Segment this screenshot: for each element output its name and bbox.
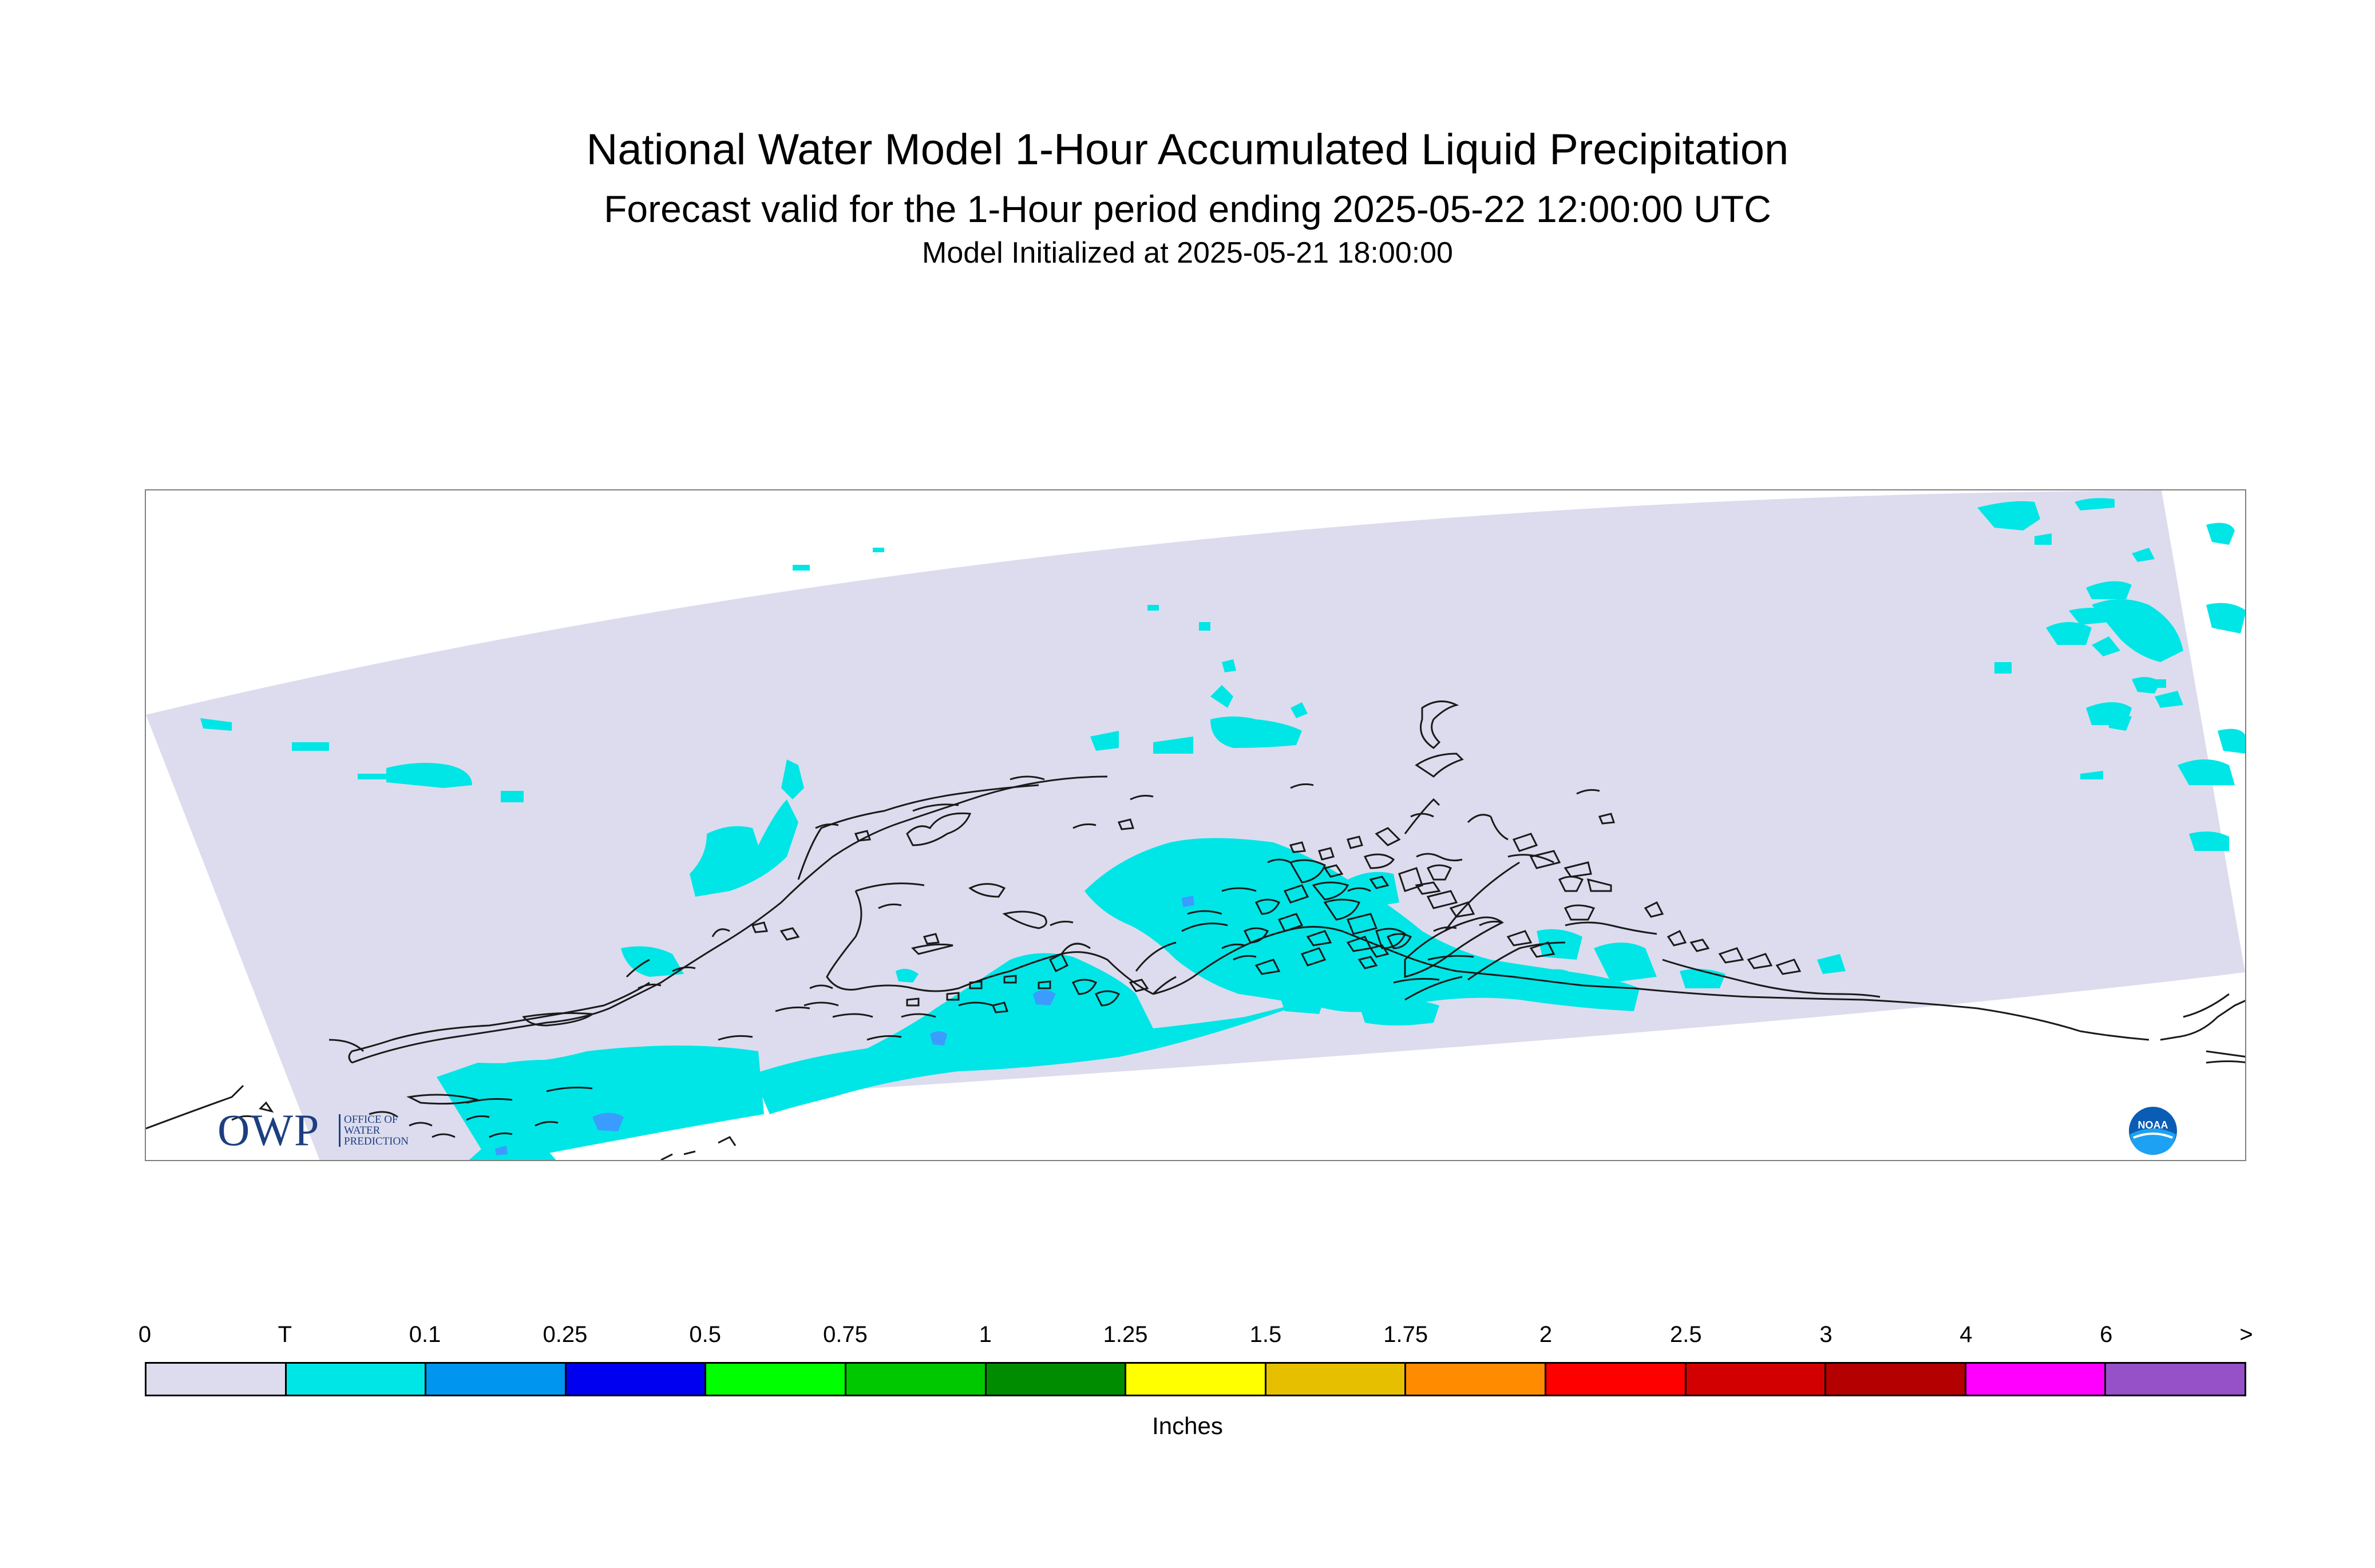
noaa-logo: NOAA [2128,1106,2178,1156]
owp-logo-line3: PREDICTION [344,1135,409,1147]
colorbar-segment [1546,1364,1687,1395]
colorbar-segment [986,1364,1127,1395]
owp-logo-line1: OFFICE OF [344,1114,398,1126]
noaa-logo-text: NOAA [2138,1119,2168,1131]
colorbar-tick-label: 2 [1539,1322,1553,1347]
colorbar-tick-label: 0.5 [689,1322,721,1347]
colorbar-labels: 0 T 0.1 0.25 0.5 0.75 1 1.25 1.5 1.75 2 2.5 3 4 6 > [138,1322,2253,1351]
colorbar-segment [147,1364,287,1395]
owp-logo-letters: OWP [217,1105,320,1155]
colorbar-segment [2106,1364,2245,1395]
model-init-time: Model Initialized at 2025-05-21 18:00:00 [922,236,1453,270]
colorbar-segment [426,1364,567,1395]
map-frame [145,489,2246,1161]
colorbar-tick-label: 6 [2100,1322,2113,1347]
precipitation-map [146,490,2245,1160]
colorbar-tick-label: 0 [138,1322,152,1347]
colorbar-tick-label: 3 [1819,1322,1832,1347]
colorbar-tick-label: 1.25 [1103,1322,1148,1347]
colorbar [145,1362,2246,1396]
trace-precipitation-areas [200,498,2245,1160]
owp-logo-line2: WATER [344,1124,381,1137]
colorbar-segment [846,1364,987,1395]
colorbar-tick-label: 1.75 [1383,1322,1428,1347]
map-subtitle: Forecast valid for the 1-Hour period end… [604,188,1771,230]
colorbar-segment [706,1364,846,1395]
colorbar-tick-label: T [278,1322,292,1347]
colorbar-segment [1406,1364,1546,1395]
colorbar-tick-label: > [2239,1322,2253,1347]
colorbar-tick-label: 1.5 [1249,1322,1282,1347]
coastlines [146,700,2245,1160]
light-precipitation-areas [495,896,1194,1155]
colorbar-segment [1126,1364,1266,1395]
model-domain [146,490,2245,1160]
map-title: National Water Model 1-Hour Accumulated … [586,125,1789,174]
colorbar-tick-label: 0.75 [823,1322,868,1347]
colorbar-segment [566,1364,707,1395]
colorbar-tick-label: 1 [979,1322,992,1347]
owp-logo-subtitle: OFFICE OF WATER PREDICTION [339,1114,409,1147]
colorbar-segment [1266,1364,1407,1395]
colorbar-segment [1966,1364,2107,1395]
owp-logo: OWP OFFICE OF WATER PREDICTION [217,1107,435,1153]
colorbar-segment [1826,1364,1966,1395]
colorbar-tick-label: 4 [1960,1322,1973,1347]
colorbar-tick-label: 2.5 [1669,1322,1702,1347]
colorbar-tick-label: 0.1 [409,1322,441,1347]
colorbar-unit: Inches [1152,1412,1223,1439]
colorbar-segment [1686,1364,1827,1395]
colorbar-segment [286,1364,427,1395]
colorbar-tick-label: 0.25 [543,1322,588,1347]
